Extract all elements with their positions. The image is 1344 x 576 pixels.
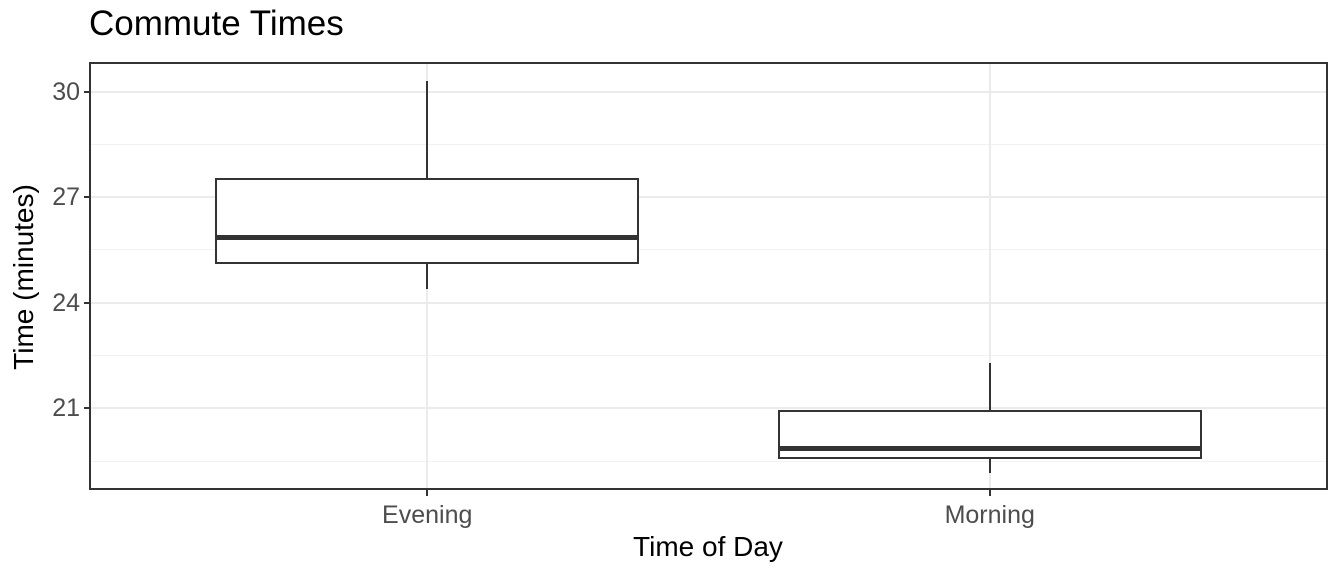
boxplot-box-morning [777, 410, 1202, 460]
boxplot-box-evening [215, 177, 640, 265]
x-tick-label-morning: Morning [944, 501, 1035, 529]
y-tick-mark [84, 301, 89, 304]
y-tick-label: 27 [52, 183, 80, 212]
y-tick-mark [84, 90, 89, 93]
boxplot-whisker-upper-evening [426, 81, 429, 178]
x-tick-mark [426, 490, 429, 496]
y-tick-label: 24 [52, 288, 80, 317]
gridline-minor-h [91, 143, 1326, 145]
gridline-major-h [91, 301, 1326, 304]
chart-title: Commute Times [89, 4, 344, 43]
x-tick-label-evening: Evening [382, 501, 473, 529]
gridline-major-h [91, 407, 1326, 410]
y-tick-mark [84, 407, 89, 410]
y-tick-mark [84, 196, 89, 199]
gridline-minor-h [91, 355, 1326, 357]
boxplot-whisker-upper-morning [988, 362, 991, 411]
x-tick-mark [988, 490, 991, 496]
boxplot-whisker-lower-morning [988, 459, 991, 474]
boxplot-median-evening [215, 235, 640, 241]
gridline-minor-h [91, 460, 1326, 462]
y-axis-title: Time (minutes) [8, 184, 39, 370]
gridline-minor-h [91, 249, 1326, 251]
y-tick-label: 30 [52, 77, 80, 106]
y-tick-label: 21 [52, 394, 80, 423]
gridline-major-h [91, 196, 1326, 199]
x-axis-title: Time of Day [633, 531, 783, 562]
gridline-major-h [91, 90, 1326, 93]
plot-panel [89, 62, 1328, 490]
boxplot-median-morning [777, 446, 1202, 452]
boxplot-whisker-lower-evening [426, 264, 429, 289]
gridline-major-v [988, 64, 991, 488]
